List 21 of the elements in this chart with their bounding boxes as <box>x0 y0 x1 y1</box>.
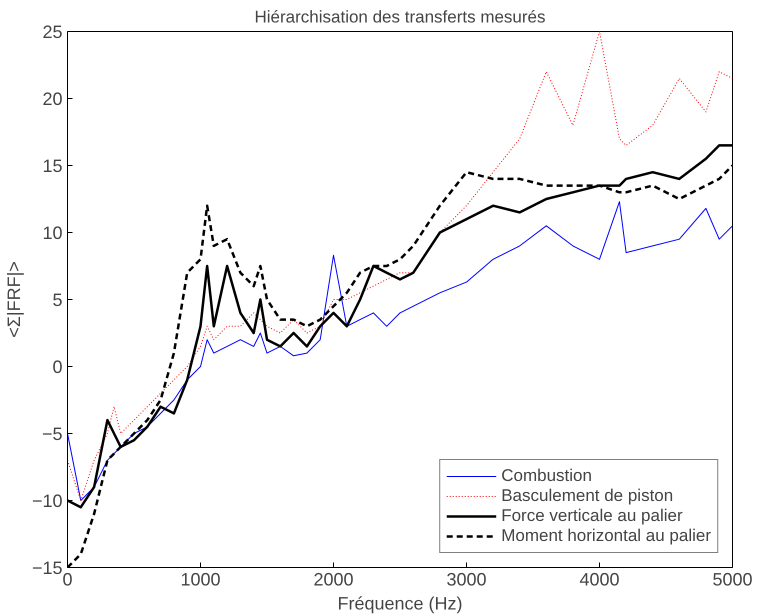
x-tick-label: 2000 <box>313 570 354 590</box>
x-axis-title: Fréquence (Hz) <box>337 594 463 614</box>
legend-label: Combustion <box>501 466 592 486</box>
y-tick-label: −10 <box>32 491 63 511</box>
y-axis-title: <Σ|FRF|> <box>4 261 24 338</box>
y-tick-label: 0 <box>52 357 63 377</box>
x-tick-label: 4000 <box>579 570 620 590</box>
chart-title: Hiérarchisation des transferts mesurés <box>254 8 546 26</box>
legend-label: Force verticale au palier <box>501 506 683 526</box>
y-tick-label: −5 <box>42 424 63 444</box>
y-tick-label: 15 <box>42 156 63 176</box>
y-tick-label: 10 <box>42 223 63 243</box>
x-tick-label: 1000 <box>180 570 221 590</box>
y-tick-label: 20 <box>42 89 63 109</box>
x-tick-label: 3000 <box>446 570 487 590</box>
x-tick-label: 5000 <box>712 570 753 590</box>
y-tick-label: −15 <box>32 558 63 578</box>
y-tick-label: 5 <box>52 290 63 310</box>
legend-label: Moment horizontal au palier <box>501 526 711 546</box>
y-tick-label: 25 <box>42 22 63 42</box>
legend-label: Basculement de piston <box>501 486 674 506</box>
